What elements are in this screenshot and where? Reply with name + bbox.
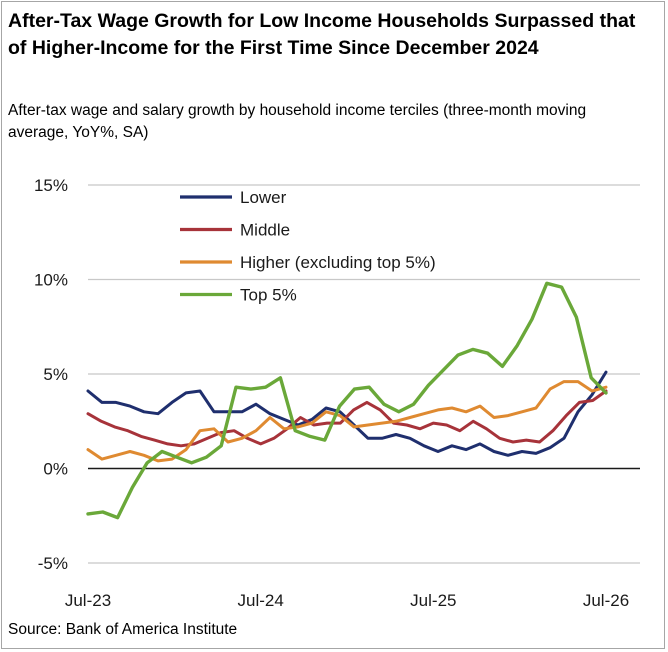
x-axis-ticks: Jul-23 Jul-24 Jul-25 Jul-26 <box>65 591 629 610</box>
legend-label: Lower <box>240 188 287 207</box>
legend-label: Middle <box>240 221 290 240</box>
x-tick-label: Jul-26 <box>583 591 629 610</box>
x-tick-label: Jul-23 <box>65 591 111 610</box>
y-tick-label: 5% <box>43 365 68 384</box>
legend: Lower Middle Higher (excluding top 5%) Top … <box>180 188 436 305</box>
series-lines <box>86 281 608 520</box>
legend-label: Top 5% <box>240 286 297 305</box>
chart-source: Source: Bank of America Institute <box>8 621 238 638</box>
legend-label: Higher (excluding top 5%) <box>240 253 436 272</box>
gridlines <box>88 184 640 564</box>
chart-title: After-Tax Wage Growth for Low Income Hou… <box>8 10 636 59</box>
y-tick-label: 0% <box>43 460 68 479</box>
chart-subtitle: After-tax wage and salary growth by hous… <box>8 102 587 141</box>
series-line-higher-excluding-top-5 <box>86 380 608 463</box>
y-tick-label: 10% <box>34 271 68 290</box>
y-tick-label: -5% <box>38 554 68 573</box>
series-line-middle <box>86 389 608 448</box>
series-line-top-5 <box>86 281 608 520</box>
x-tick-label: Jul-24 <box>238 591 284 610</box>
y-tick-label: 15% <box>34 176 68 195</box>
y-axis-ticks: 15% 10% 5% 0% -5% <box>34 176 68 573</box>
x-tick-label: Jul-25 <box>410 591 456 610</box>
